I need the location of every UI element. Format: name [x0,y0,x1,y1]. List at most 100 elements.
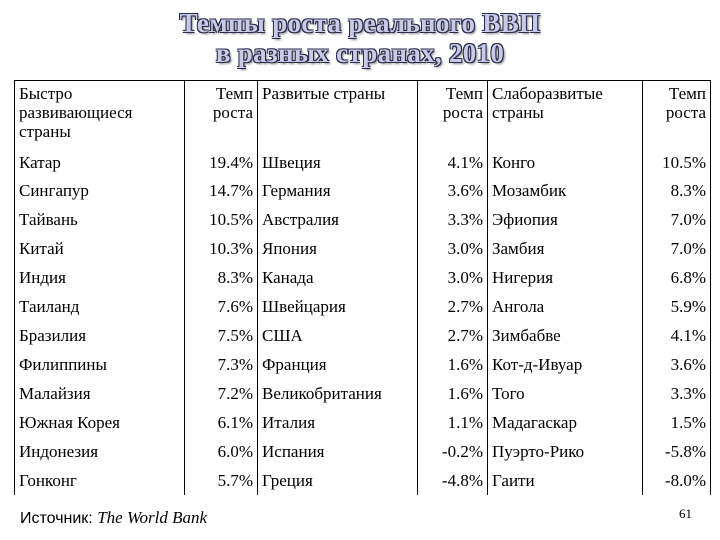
country-fast-cell: Сингапур [14,176,185,205]
rate-underdeveloped-cell: 8.3% [642,176,711,205]
table-row: Тайвань 10.5% Австралия 3.3% Эфиопия 7.0% [14,205,711,234]
rate-developed-cell: 3.0% [417,263,488,292]
country-fast-cell: Китай [14,234,185,263]
country-fast-cell: Таиланд [14,292,185,321]
slide-title-line1: Темпы роста реального ВВП [179,8,541,38]
table-row: Сингапур 14.7% Германия 3.6% Мозамбик 8.3% [14,176,711,205]
rate-fast-cell: 7.2% [184,379,258,408]
country-fast-cell: Малайзия [14,379,185,408]
header-growth-rate-1: Темп роста [184,80,258,150]
rate-underdeveloped-cell: -8.0% [642,466,711,495]
table-row: Бразилия 7.5% США 2.7% Зимбабве 4.1% [14,321,711,350]
country-fast-cell: Гонконг [14,466,185,495]
header-underdeveloped: Слаборазвитые страны [487,80,643,150]
rate-underdeveloped-cell: 4.1% [642,321,711,350]
rate-underdeveloped-cell: 10.5% [642,150,711,176]
country-developed-cell: Греция [262,470,313,490]
country-fast-cell: Филиппины [14,350,185,379]
country-fast-cell: Южная Корея [14,408,185,437]
country-fast-cell: Бразилия [14,321,185,350]
rate-fast-cell: 19.4% [184,150,258,176]
country-fast-cell: Катар [14,150,185,176]
table-header-row: Быстро развивающиеся страны Темп роста Р… [14,80,711,150]
rate-fast-cell: 6.0% [184,437,258,466]
rate-underdeveloped-cell: 6.8% [642,263,711,292]
rate-developed-cell: 4.1% [417,150,488,176]
country-underdeveloped-cell: Кот-д-Ивуар [492,354,583,374]
rate-fast-cell: 5.7% [184,466,258,495]
rate-developed-cell: 2.7% [417,292,488,321]
rate-fast-cell: 7.3% [184,350,258,379]
header-growth-rate-3: Темп роста [642,80,711,150]
country-developed-cell: Франция [262,354,327,374]
source-name: The World Bank [97,508,208,527]
rate-underdeveloped-cell: -5.8% [642,437,711,466]
slide-title-line2: в разных странах, 2010 [215,38,505,68]
country-developed-cell: Канада [262,267,314,287]
table-row: Индия 8.3% Канада 3.0% Нигерия 6.8% [14,263,711,292]
header-growth-rate-2: Темп роста [417,80,488,150]
table-row: Гонконг 5.7% Греция -4.8% Гаити -8.0% [14,466,711,495]
table-row: Китай 10.3% Япония 3.0% Замбия 7.0% [14,234,711,263]
rate-fast-cell: 6.1% [184,408,258,437]
rate-developed-cell: 3.3% [417,205,488,234]
page-number: 61 [679,506,692,521]
country-underdeveloped-cell: Замбия [492,238,545,258]
table-row: Таиланд 7.6% Швейцария 2.7% Ангола 5.9% [14,292,711,321]
country-underdeveloped-cell: Ангола [492,296,545,316]
country-underdeveloped-cell: Эфиопия [492,209,558,229]
country-developed-cell: Япония [262,238,317,258]
rate-underdeveloped-cell: 3.3% [642,379,711,408]
rate-developed-cell: 2.7% [417,321,488,350]
gdp-growth-table-container: Быстро развивающиеся страны Темп роста Р… [14,80,711,496]
rate-fast-cell: 7.6% [184,292,258,321]
rate-underdeveloped-cell: 7.0% [642,205,711,234]
table-body: Катар 19.4% Швеция 4.1% Конго 10.5% Сингапур 14… [14,150,711,495]
source-note: Источник: The World Bank [20,508,207,528]
rate-underdeveloped-cell: 1.5% [642,408,711,437]
country-developed-cell: Австралия [262,209,339,229]
country-underdeveloped-cell: Мадагаскар [492,412,577,432]
country-fast-cell: Индия [14,263,185,292]
table-row: Катар 19.4% Швеция 4.1% Конго 10.5% [14,150,711,176]
gdp-growth-table: Быстро развивающиеся страны Темп роста Р… [14,80,711,495]
country-developed-cell: США [262,325,303,345]
rate-fast-cell: 8.3% [184,263,258,292]
country-underdeveloped-cell: Гаити [492,470,535,490]
country-developed-cell: Швеция [262,153,321,172]
slide-title: Темпы роста реального ВВП в разных стран… [0,8,720,68]
rate-underdeveloped-cell: 5.9% [642,292,711,321]
country-underdeveloped-cell: Нигерия [492,267,554,287]
country-fast-cell: Тайвань [14,205,185,234]
rate-underdeveloped-cell: 7.0% [642,234,711,263]
country-underdeveloped-cell: Конго [492,153,536,172]
rate-developed-cell: 3.6% [417,176,488,205]
rate-developed-cell: 3.0% [417,234,488,263]
rate-developed-cell: -0.2% [417,437,488,466]
rate-developed-cell: 1.1% [417,408,488,437]
rate-fast-cell: 14.7% [184,176,258,205]
table-row: Индонезия 6.0% Испания -0.2% Пуэрто-Рико -5.8… [14,437,711,466]
country-developed-cell: Германия [262,180,331,200]
rate-developed-cell: 1.6% [417,350,488,379]
country-developed-cell: Испания [262,441,325,461]
country-underdeveloped-cell: Пуэрто-Рико [492,441,585,461]
country-underdeveloped-cell: Зимбабве [492,325,561,345]
country-developed-cell: Италия [262,412,316,432]
source-label: Источник: [20,510,98,527]
country-developed-cell: Великобритания [262,383,382,403]
header-fast-developing: Быстро развивающиеся страны [14,80,185,150]
rate-fast-cell: 10.5% [184,205,258,234]
country-underdeveloped-cell: Того [492,383,525,403]
country-fast-cell: Индонезия [14,437,185,466]
table-row: Малайзия 7.2% Великобритания 1.6% Того 3.3% [14,379,711,408]
table-row: Южная Корея 6.1% Италия 1.1% Мадагаскар 1.5% [14,408,711,437]
table-row: Филиппины 7.3% Франция 1.6% Кот-д-Ивуар 3.6% [14,350,711,379]
rate-developed-cell: 1.6% [417,379,488,408]
rate-fast-cell: 7.5% [184,321,258,350]
country-developed-cell: Швейцария [262,296,346,316]
header-developed: Развитые страны [257,80,418,150]
rate-fast-cell: 10.3% [184,234,258,263]
rate-underdeveloped-cell: 3.6% [642,350,711,379]
rate-developed-cell: -4.8% [417,466,488,495]
